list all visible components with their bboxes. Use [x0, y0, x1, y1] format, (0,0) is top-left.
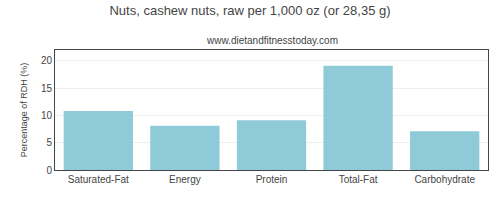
svg-text:Percentage of RDH (%): Percentage of RDH (%) [19, 63, 29, 158]
svg-text:Saturated-Fat: Saturated-Fat [68, 174, 129, 185]
svg-text:Total-Fat: Total-Fat [339, 174, 378, 185]
svg-text:0: 0 [46, 165, 52, 176]
svg-text:Energy: Energy [169, 174, 201, 185]
svg-text:www.dietandfitnesstoday.com: www.dietandfitnesstoday.com [206, 35, 338, 46]
svg-text:Protein: Protein [256, 174, 288, 185]
svg-text:10: 10 [41, 110, 53, 121]
svg-text:5: 5 [46, 137, 52, 148]
svg-text:15: 15 [41, 83, 53, 94]
svg-text:Nuts, cashew nuts, raw per 1,0: Nuts, cashew nuts, raw per 1,000 oz (or … [109, 3, 390, 18]
svg-text:20: 20 [41, 55, 53, 66]
svg-text:Carbohydrate: Carbohydrate [414, 174, 475, 185]
